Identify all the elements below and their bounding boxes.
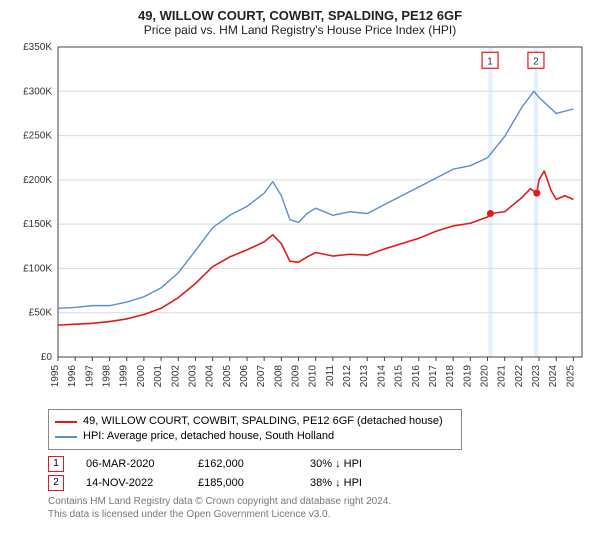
footer-line-2: This data is licensed under the Open Gov… xyxy=(48,508,590,521)
svg-text:2024: 2024 xyxy=(548,365,559,388)
event-row: 1 06-MAR-2020 £162,000 30% ↓ HPI xyxy=(48,456,590,472)
svg-text:2017: 2017 xyxy=(428,365,439,388)
footer-note: Contains HM Land Registry data © Crown c… xyxy=(48,495,590,521)
svg-text:2011: 2011 xyxy=(325,365,336,387)
event-price: £162,000 xyxy=(198,458,288,470)
event-delta: 38% ↓ HPI xyxy=(310,477,400,489)
svg-text:2025: 2025 xyxy=(565,365,576,388)
svg-text:2015: 2015 xyxy=(394,365,405,388)
event-delta: 30% ↓ HPI xyxy=(310,458,400,470)
svg-text:£300K: £300K xyxy=(23,86,52,97)
svg-text:2014: 2014 xyxy=(376,365,387,388)
svg-text:2001: 2001 xyxy=(153,365,164,388)
svg-text:1996: 1996 xyxy=(67,365,78,388)
footer-line-1: Contains HM Land Registry data © Crown c… xyxy=(48,495,590,508)
svg-text:1995: 1995 xyxy=(50,365,61,388)
event-row: 2 14-NOV-2022 £185,000 38% ↓ HPI xyxy=(48,475,590,491)
svg-text:£100K: £100K xyxy=(23,263,52,274)
chart-svg: £0 £50K £100K £150K £200K £250K £300K £350K 1995… xyxy=(10,43,590,403)
legend-swatch xyxy=(55,421,77,423)
legend-label: HPI: Average price, detached house, Sout… xyxy=(83,429,334,444)
svg-text:2023: 2023 xyxy=(531,365,542,388)
svg-text:2005: 2005 xyxy=(222,365,233,388)
svg-text:1999: 1999 xyxy=(119,365,130,388)
svg-text:£250K: £250K xyxy=(23,131,52,142)
chart-subtitle: Price paid vs. HM Land Registry's House … xyxy=(10,23,590,37)
legend-swatch xyxy=(55,436,77,438)
svg-text:2009: 2009 xyxy=(291,365,302,388)
svg-text:2022: 2022 xyxy=(514,365,525,388)
event-badge: 2 xyxy=(48,475,64,491)
svg-text:2002: 2002 xyxy=(170,365,181,388)
legend-row: 49, WILLOW COURT, COWBIT, SPALDING, PE12… xyxy=(55,414,455,429)
svg-text:1997: 1997 xyxy=(84,365,95,388)
svg-text:2: 2 xyxy=(533,56,539,67)
svg-text:2008: 2008 xyxy=(273,365,284,388)
svg-text:2016: 2016 xyxy=(411,365,422,388)
legend-label: 49, WILLOW COURT, COWBIT, SPALDING, PE12… xyxy=(83,414,443,429)
event-date: 14-NOV-2022 xyxy=(86,477,176,489)
svg-text:£350K: £350K xyxy=(23,43,52,53)
svg-text:£0: £0 xyxy=(41,352,53,363)
svg-text:£150K: £150K xyxy=(23,219,52,230)
svg-text:2012: 2012 xyxy=(342,365,353,388)
event-price: £185,000 xyxy=(198,477,288,489)
legend-box: 49, WILLOW COURT, COWBIT, SPALDING, PE12… xyxy=(48,409,462,450)
chart-title: 49, WILLOW COURT, COWBIT, SPALDING, PE12… xyxy=(10,8,590,23)
svg-text:2000: 2000 xyxy=(136,365,147,388)
event-badge: 1 xyxy=(48,456,64,472)
chart-container: 49, WILLOW COURT, COWBIT, SPALDING, PE12… xyxy=(0,0,600,527)
svg-text:2013: 2013 xyxy=(359,365,370,388)
svg-text:1998: 1998 xyxy=(102,365,113,388)
svg-text:2018: 2018 xyxy=(445,365,456,388)
svg-text:2003: 2003 xyxy=(187,365,198,388)
legend-row: HPI: Average price, detached house, Sout… xyxy=(55,429,455,444)
event-date: 06-MAR-2020 xyxy=(86,458,176,470)
events-table: 1 06-MAR-2020 £162,000 30% ↓ HPI 2 14-NOV-202… xyxy=(48,456,590,491)
chart-area: £0 £50K £100K £150K £200K £250K £300K £350K 1995… xyxy=(10,43,590,403)
svg-text:2019: 2019 xyxy=(462,365,473,388)
svg-text:2004: 2004 xyxy=(205,365,216,388)
svg-text:£200K: £200K xyxy=(23,175,52,186)
svg-text:2020: 2020 xyxy=(480,365,491,388)
svg-text:1: 1 xyxy=(487,56,493,67)
svg-text:2006: 2006 xyxy=(239,365,250,388)
svg-text:2010: 2010 xyxy=(308,365,319,388)
svg-text:2007: 2007 xyxy=(256,365,267,388)
svg-text:£50K: £50K xyxy=(29,308,53,319)
svg-text:2021: 2021 xyxy=(497,365,508,388)
